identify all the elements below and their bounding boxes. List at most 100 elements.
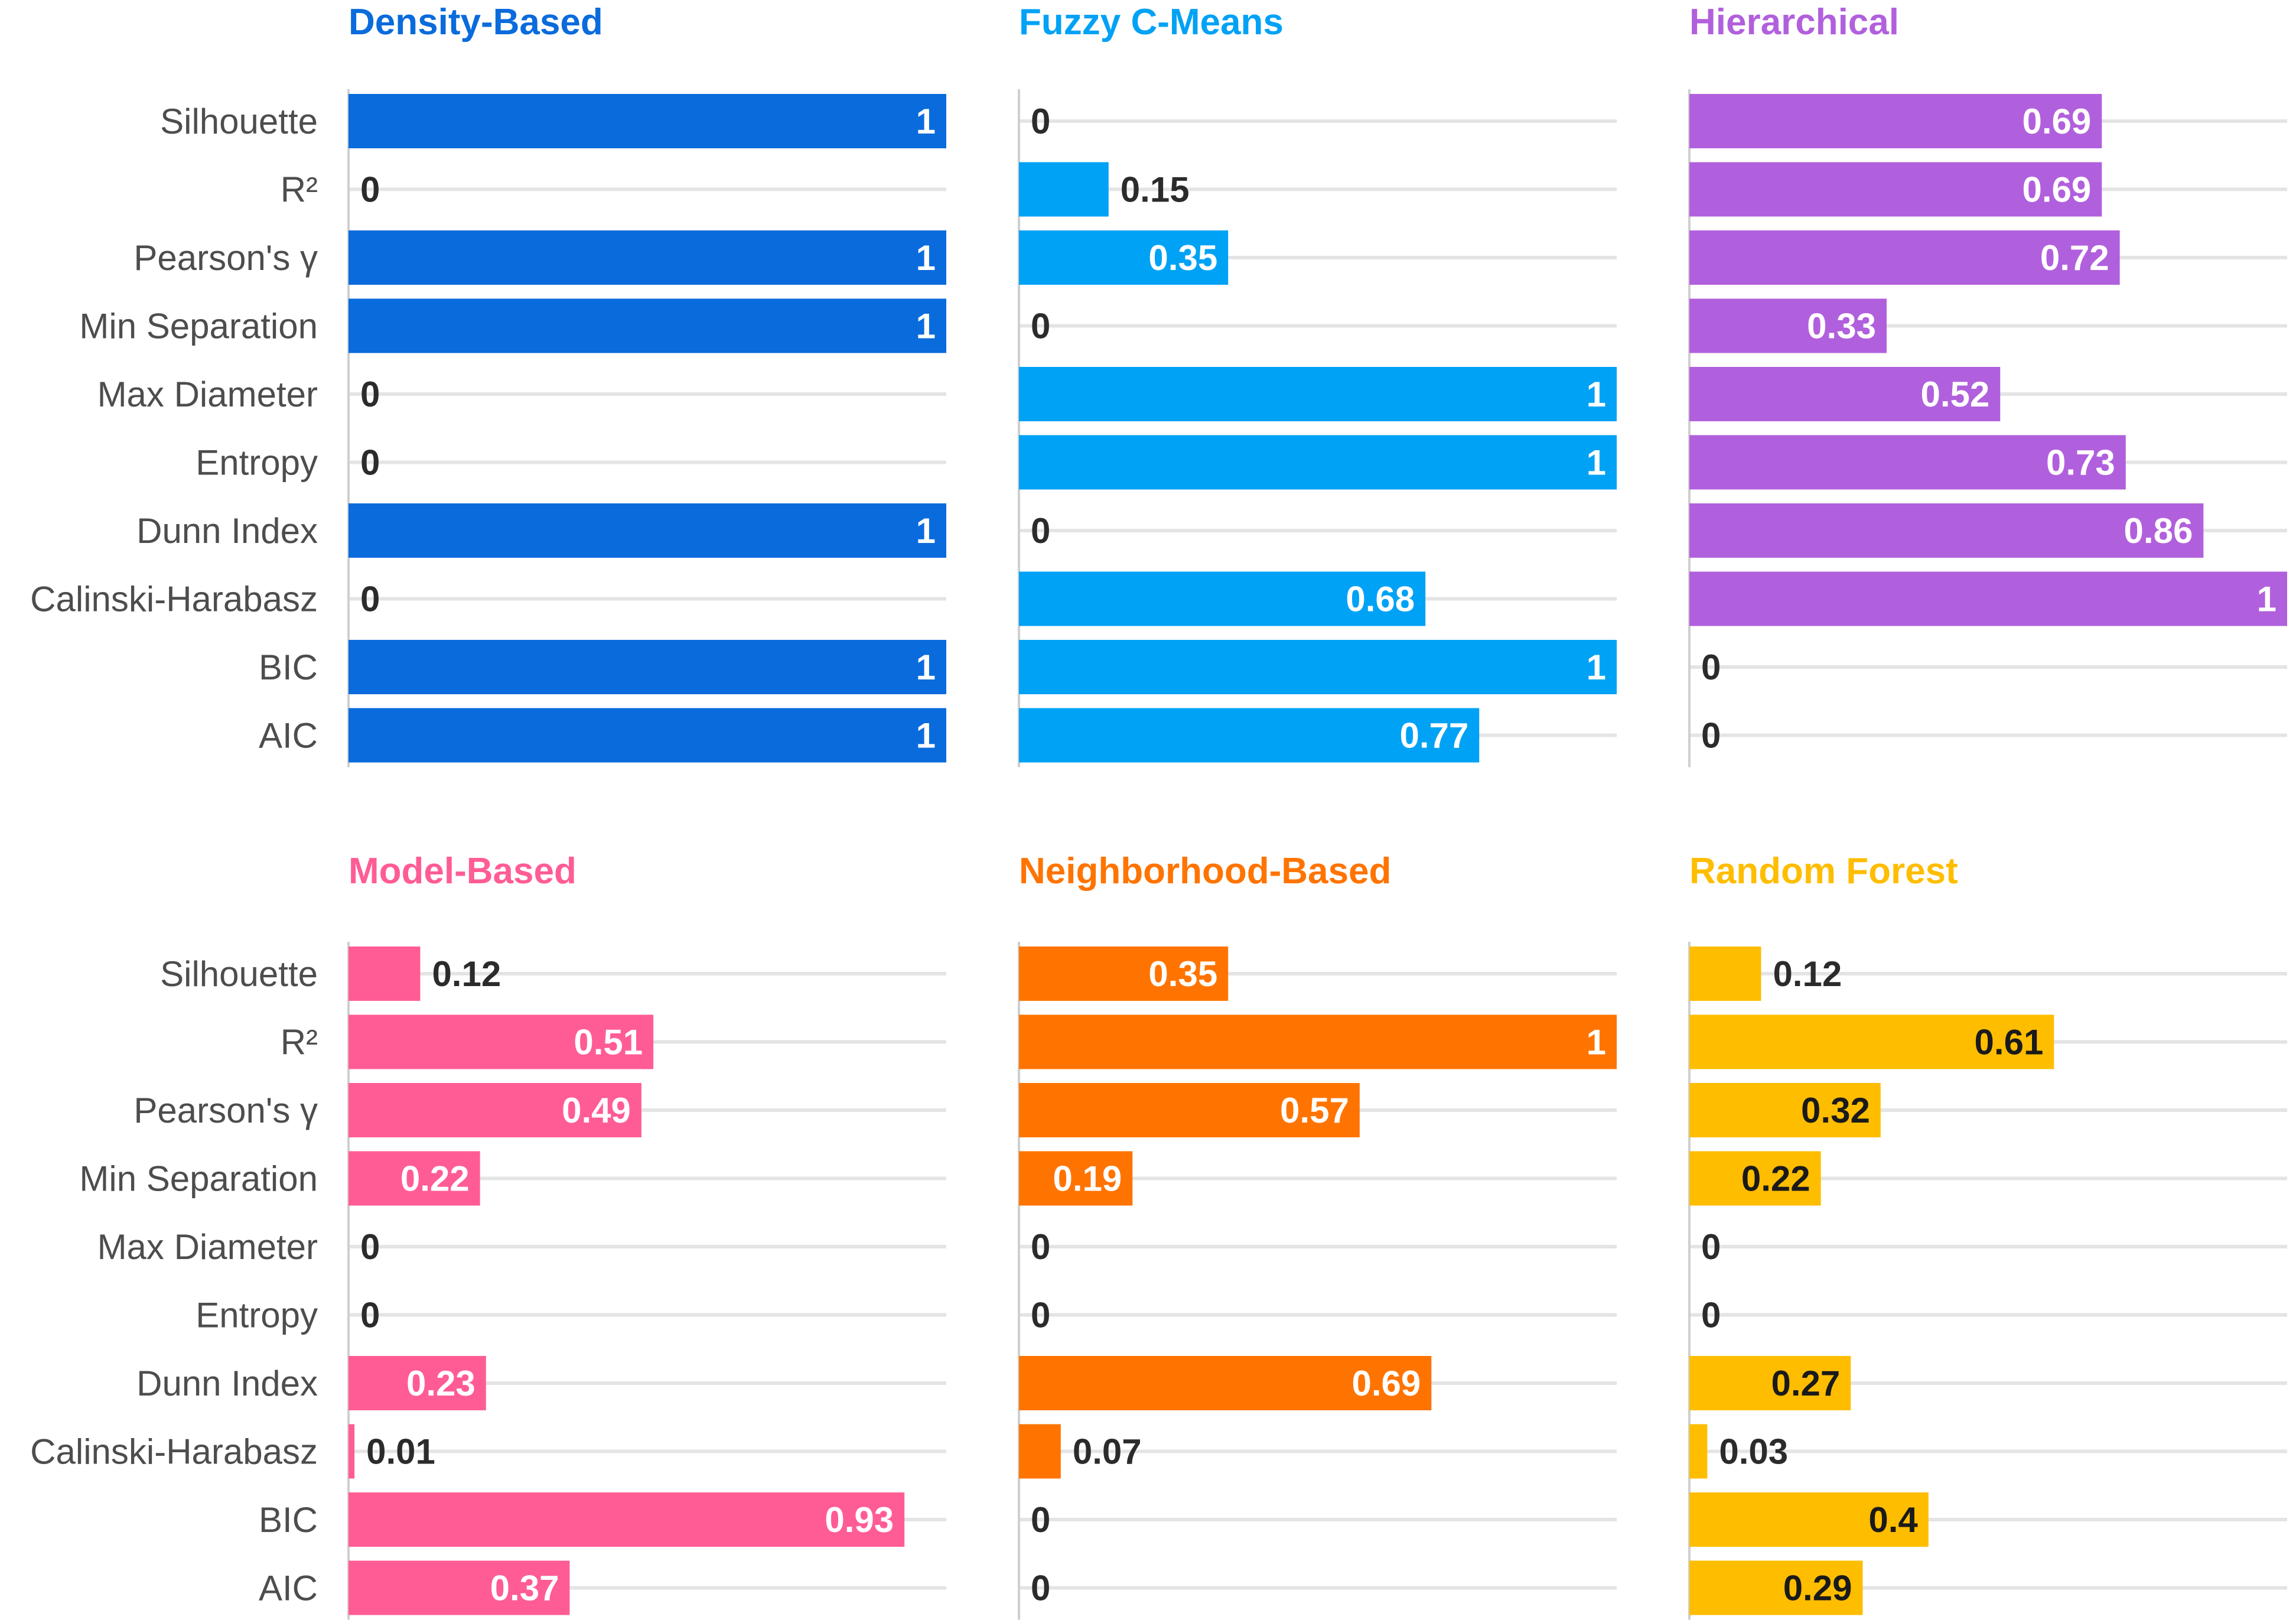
category-label-min-separation: Min Separation <box>79 307 318 346</box>
bar-model-based-bic <box>349 1492 905 1547</box>
bar-density-based-silhouette <box>349 94 946 148</box>
value-label-model-based-pearson-s: 0.49 <box>562 1091 631 1130</box>
bar-random-forest-min-separation <box>1689 1151 1821 1206</box>
value-label-hierarchical-entropy: 0.73 <box>2046 443 2115 483</box>
value-label-random-forest-aic: 0.29 <box>1783 1569 1852 1608</box>
category-label-aic: AIC <box>259 1569 318 1608</box>
value-label-density-based-max-diameter: 0 <box>360 375 380 414</box>
value-label-random-forest-calinski-harabasz: 0.03 <box>1719 1432 1788 1472</box>
value-label-random-forest-min-separation: 0.22 <box>1741 1159 1810 1199</box>
panel-title-random-forest: Random Forest <box>1689 851 1958 892</box>
value-label-neighborhood-based-entropy: 0 <box>1031 1296 1050 1335</box>
bar-random-forest-bic <box>1689 1492 1929 1547</box>
bar-fuzzy-c-means-entropy <box>1019 435 1617 490</box>
panel-title-model-based: Model-Based <box>349 851 577 892</box>
bar-random-forest-dunn-index <box>1689 1356 1851 1410</box>
category-label-pearson-s: Pearson's γ <box>133 238 318 278</box>
category-label-r2: R² <box>281 1023 318 1062</box>
bar-random-forest-pearson-s <box>1689 1083 1881 1137</box>
bar-fuzzy-c-means-bic <box>1019 640 1617 694</box>
value-label-model-based-r2: 0.51 <box>574 1023 643 1062</box>
panel-model-based: Model-Based Silhouette 0.12 R² 0.51 Pearson's… <box>30 851 946 1620</box>
value-label-neighborhood-based-bic: 0 <box>1031 1500 1050 1540</box>
bar-neighborhood-based-calinski-harabasz <box>1019 1424 1061 1479</box>
bar-density-based-pearson-s <box>349 230 946 285</box>
value-label-model-based-dunn-index: 0.23 <box>406 1364 476 1403</box>
bar-hierarchical-dunn-index <box>1689 503 2204 558</box>
value-label-neighborhood-based-min-separation: 0.19 <box>1053 1159 1122 1199</box>
bar-model-based-silhouette <box>349 947 421 1001</box>
bar-random-forest-r2 <box>1689 1014 2054 1069</box>
value-label-density-based-entropy: 0 <box>360 443 380 483</box>
value-label-fuzzy-c-means-calinski-harabasz: 0.68 <box>1346 580 1415 619</box>
value-label-fuzzy-c-means-bic: 1 <box>1587 648 1606 687</box>
category-label-max-diameter: Max Diameter <box>97 375 318 414</box>
bar-neighborhood-based-min-separation <box>1019 1151 1133 1206</box>
bar-hierarchical-entropy <box>1689 435 2126 490</box>
panel-neighborhood-based: Neighborhood-Based0.3510.570.19000.690.0… <box>1018 851 1617 1620</box>
value-label-random-forest-max-diameter: 0 <box>1701 1227 1721 1267</box>
value-label-fuzzy-c-means-min-separation: 0 <box>1031 307 1050 346</box>
panel-title-fuzzy-c-means: Fuzzy C-Means <box>1019 2 1284 43</box>
bar-density-based-min-separation <box>349 298 946 353</box>
panel-hierarchical: Hierarchical 0.69 0.69 0.72 0.33 0.52 0.730.86… <box>1688 2 2287 767</box>
panel-title-neighborhood-based: Neighborhood-Based <box>1019 851 1391 892</box>
bar-model-based-r2 <box>349 1014 654 1069</box>
value-label-hierarchical-dunn-index: 0.86 <box>2124 511 2193 551</box>
value-label-neighborhood-based-dunn-index: 0.69 <box>1351 1364 1421 1403</box>
category-label-aic: AIC <box>259 716 318 756</box>
panel-title-density-based: Density-Based <box>349 2 603 43</box>
bar-random-forest-aic <box>1689 1560 1863 1615</box>
panel-random-forest: Random Forest 0.12 0.61 0.32 0.22 0 0 0.27 0.03 0… <box>1688 851 2287 1620</box>
bar-model-based-min-separation <box>349 1151 480 1206</box>
bar-hierarchical-min-separation <box>1689 298 1887 353</box>
value-label-random-forest-bic: 0.4 <box>1868 1500 1918 1540</box>
bar-model-based-dunn-index <box>349 1356 486 1410</box>
value-label-neighborhood-based-r2: 1 <box>1587 1023 1606 1062</box>
value-label-hierarchical-pearson-s: 0.72 <box>2040 238 2109 278</box>
value-label-hierarchical-min-separation: 0.33 <box>1807 307 1876 346</box>
value-label-fuzzy-c-means-aic: 0.77 <box>1399 716 1468 756</box>
value-label-model-based-entropy: 0 <box>360 1296 380 1335</box>
value-label-neighborhood-based-aic: 0 <box>1031 1569 1050 1608</box>
bar-hierarchical-pearson-s <box>1689 230 2120 285</box>
bar-hierarchical-max-diameter <box>1689 367 2001 421</box>
bar-neighborhood-based-r2 <box>1019 1014 1617 1069</box>
value-label-neighborhood-based-calinski-harabasz: 0.07 <box>1073 1432 1142 1472</box>
category-label-entropy: Entropy <box>196 443 318 483</box>
value-label-neighborhood-based-max-diameter: 0 <box>1031 1227 1050 1267</box>
bar-density-based-aic <box>349 708 946 763</box>
value-label-random-forest-r2: 0.61 <box>1975 1023 2044 1062</box>
value-label-fuzzy-c-means-r2: 0.15 <box>1121 170 1190 210</box>
category-label-bic: BIC <box>259 648 318 687</box>
value-label-fuzzy-c-means-silhouette: 0 <box>1031 102 1050 141</box>
value-label-hierarchical-bic: 0 <box>1701 648 1721 687</box>
category-label-dunn-index: Dunn Index <box>136 511 318 551</box>
bar-neighborhood-based-dunn-index <box>1019 1356 1432 1410</box>
value-label-model-based-aic: 0.37 <box>490 1569 559 1608</box>
bar-fuzzy-c-means-calinski-harabasz <box>1019 571 1426 626</box>
value-label-random-forest-silhouette: 0.12 <box>1773 954 1842 994</box>
bar-model-based-aic <box>349 1560 570 1615</box>
bar-random-forest-silhouette <box>1689 947 1761 1001</box>
bar-neighborhood-based-silhouette <box>1019 947 1229 1001</box>
bar-hierarchical-r2 <box>1689 162 2102 217</box>
value-label-hierarchical-silhouette: 0.69 <box>2022 102 2091 141</box>
panel-density-based: Density-Based Silhouette 1 R² 0 Pearson's γ 1 M… <box>30 2 946 767</box>
value-label-model-based-max-diameter: 0 <box>360 1227 380 1267</box>
category-label-dunn-index: Dunn Index <box>136 1364 318 1403</box>
category-label-silhouette: Silhouette <box>160 954 318 994</box>
value-label-density-based-silhouette: 1 <box>916 102 936 141</box>
value-label-hierarchical-max-diameter: 0.52 <box>1920 375 1989 414</box>
bar-model-based-pearson-s <box>349 1083 641 1137</box>
bar-model-based-calinski-harabasz <box>349 1424 355 1479</box>
category-label-entropy: Entropy <box>196 1296 318 1335</box>
bar-fuzzy-c-means-r2 <box>1019 162 1109 217</box>
value-label-model-based-silhouette: 0.12 <box>432 954 501 994</box>
value-label-density-based-calinski-harabasz: 0 <box>360 580 380 619</box>
value-label-neighborhood-based-pearson-s: 0.57 <box>1280 1091 1349 1130</box>
bar-random-forest-calinski-harabasz <box>1689 1424 1708 1479</box>
value-label-hierarchical-aic: 0 <box>1701 716 1721 756</box>
value-label-density-based-dunn-index: 1 <box>916 511 936 551</box>
